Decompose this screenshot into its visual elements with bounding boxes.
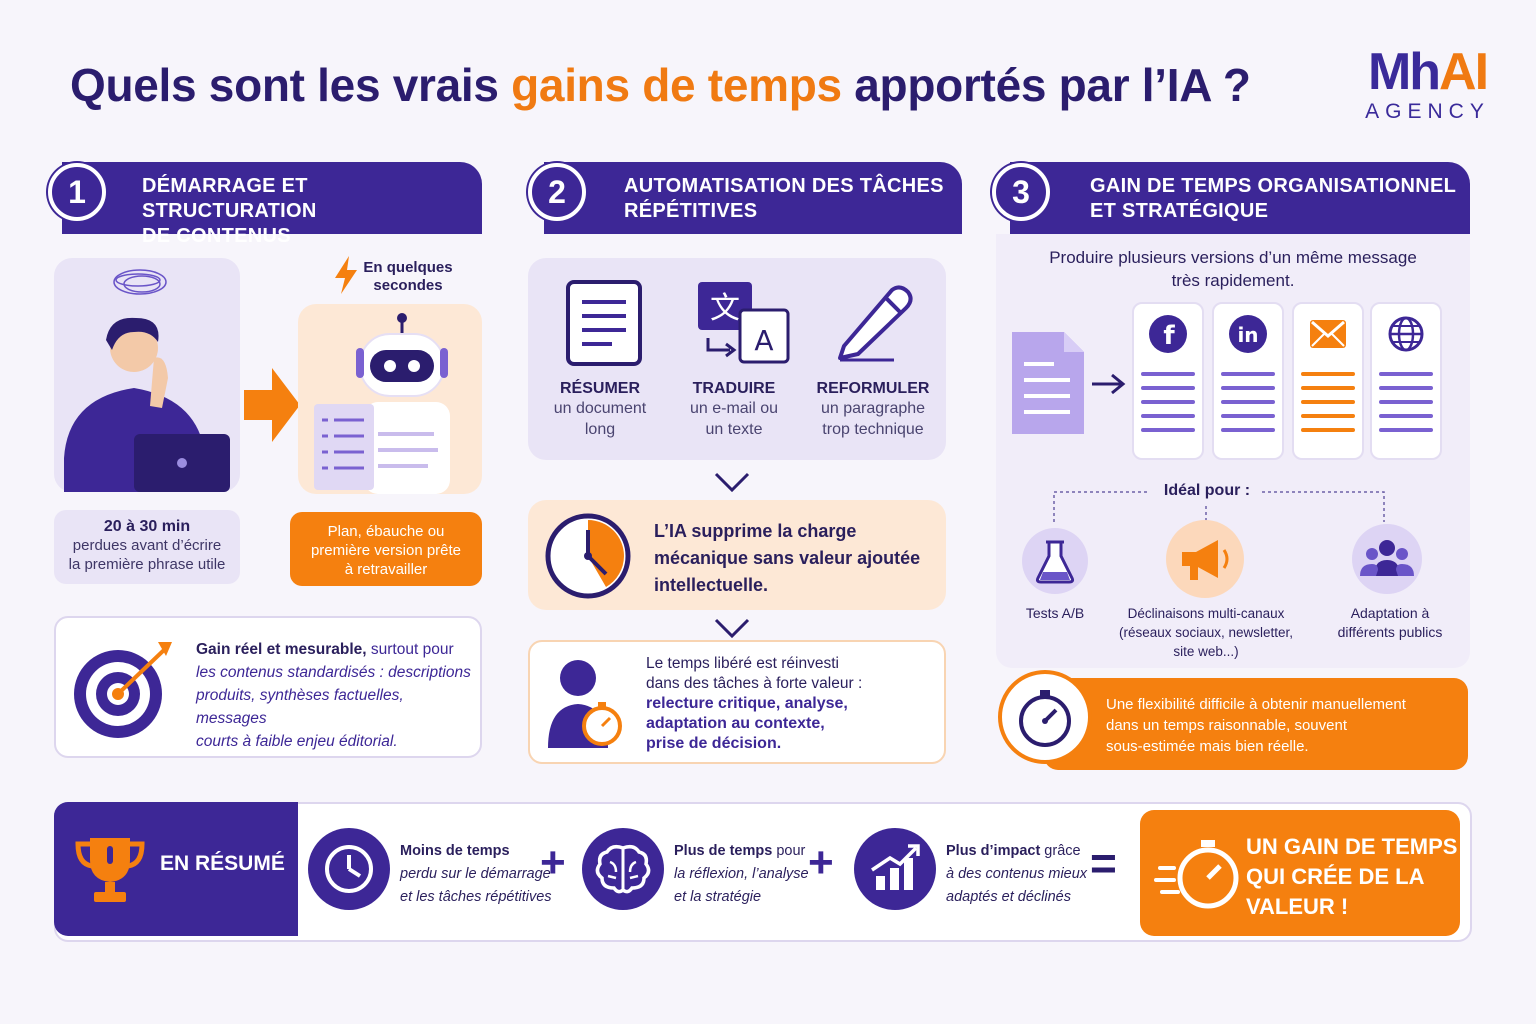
svg-text:f: f xyxy=(1163,321,1175,351)
flexibility-box: Une flexibilité difficile à obtenir manu… xyxy=(1044,678,1468,770)
facebook-icon: f xyxy=(1149,315,1187,353)
growth-chart-icon xyxy=(871,844,920,890)
linkedin-version-card: in xyxy=(1212,302,1284,460)
document-icon xyxy=(566,280,642,366)
stopwatch-icon xyxy=(1019,690,1071,747)
chevron-down-icon xyxy=(714,472,750,492)
translate-icon: 文 A xyxy=(698,282,790,364)
clock-icon xyxy=(325,845,373,893)
brain-icon xyxy=(595,844,651,894)
ideal-item-ab: Tests A/B xyxy=(1025,605,1085,621)
multichannel-badge xyxy=(1166,520,1244,598)
megaphone-icon xyxy=(1182,540,1229,580)
arrow-right-icon xyxy=(1092,373,1126,395)
lightning-icon xyxy=(335,256,357,294)
summary-item-more-impact: Plus d’impact grâce à des contenus mieux… xyxy=(946,843,1088,905)
summary-label-box: EN RÉSUMÉ xyxy=(54,802,298,936)
email-version-card xyxy=(1292,302,1364,460)
globe-icon xyxy=(1388,316,1424,352)
fast-stopwatch-icon xyxy=(1154,840,1239,909)
trophy-icon xyxy=(75,838,145,902)
section3-number: 3 xyxy=(992,163,1050,221)
first-draft-box: Plan, ébauche ou première version prête … xyxy=(290,512,482,586)
robot-illustration xyxy=(298,304,482,494)
chevron-down-icon xyxy=(714,618,750,638)
ideal-label: Idéal pour : xyxy=(1163,482,1251,499)
title-highlight: gains de temps xyxy=(511,59,842,111)
task-summarize: RÉSUMER un document long xyxy=(553,380,647,438)
task-translate: TRADUIRE un e-mail ou un texte xyxy=(689,380,779,438)
audiences-badge xyxy=(1352,524,1422,594)
summary-clock-badge xyxy=(308,828,390,910)
logo: MhAI AGENCY xyxy=(1365,43,1490,123)
section3-intro: Produire plusieurs versions d’un même me… xyxy=(1049,248,1417,290)
equals-sign: = xyxy=(1090,837,1117,889)
svg-text:A: A xyxy=(754,324,773,357)
arrow-right-icon xyxy=(244,368,300,442)
svg-text:文: 文 xyxy=(710,291,740,326)
stressed-person-icon xyxy=(64,269,230,492)
speed-label: En quelques secondes xyxy=(363,259,453,294)
summary-result-box: UN GAIN DE TEMPS QUI CRÉE DE LA VALEUR ! xyxy=(1140,810,1460,936)
person-timer-icon xyxy=(548,660,622,748)
summary-label: EN RÉSUMÉ xyxy=(160,852,285,875)
group-icon xyxy=(1360,540,1414,576)
stressed-person-illustration xyxy=(54,258,240,492)
section1-number: 1 xyxy=(48,163,106,221)
summary-item-less-time: Moins de temps perdu sur le démarrage et… xyxy=(400,843,552,905)
page-title: Quels sont les vrais gains de temps appo… xyxy=(70,59,1251,111)
measurable-gain-card: Gain réel et mesurable, surtout pour les… xyxy=(54,616,482,758)
ab-test-badge xyxy=(1022,528,1088,594)
robot-icon xyxy=(314,313,450,494)
section2-header: AUTOMATISATION DES TÂCHES RÉPÉTITIVES xyxy=(544,162,962,234)
pencil-icon xyxy=(838,285,913,362)
summary-brain-badge xyxy=(582,828,664,910)
ideal-connector xyxy=(1053,491,1385,522)
plus-sign: + xyxy=(540,838,566,887)
charge-removal-box: L’IA supprime la charge mécanique sans v… xyxy=(528,500,946,610)
section1-header: DÉMARRAGE ET STRUCTURATION DE CONTENUS xyxy=(62,162,482,247)
flask-icon xyxy=(1035,540,1075,584)
target-icon xyxy=(74,642,172,738)
section3-header: GAIN DE TEMPS ORGANISATIONNEL ET STRATÉG… xyxy=(1010,162,1470,234)
ideal-item-multichannel: Déclinaisons multi-canaux (réseaux socia… xyxy=(1118,606,1294,659)
lost-time-box: 20 à 30 min perdues avant d’écrire la pr… xyxy=(54,510,240,584)
svg-text:in: in xyxy=(1237,323,1258,347)
summary-growth-badge xyxy=(854,828,936,910)
web-version-card xyxy=(1370,302,1442,460)
linkedin-icon: in xyxy=(1229,315,1267,353)
plus-sign: + xyxy=(808,838,834,887)
task-rephrase: REFORMULER un paragraphe trop technique xyxy=(816,380,930,438)
clock-icon xyxy=(545,513,631,599)
tasks-panel: RÉSUMER un document long 文 A TRADUIRE un… xyxy=(528,258,946,460)
stopwatch-badge xyxy=(998,670,1092,764)
email-icon xyxy=(1310,320,1346,348)
ideal-item-audiences: Adaptation à différents publics xyxy=(1337,605,1443,640)
summary-item-more-time: Plus de temps pour la réflexion, l’analy… xyxy=(674,843,809,905)
reinvest-box: Le temps libéré est réinvesti dans des t… xyxy=(528,640,946,764)
section2-number: 2 xyxy=(528,163,586,221)
facebook-version-card: f xyxy=(1132,302,1204,460)
source-document-icon xyxy=(1012,332,1084,434)
